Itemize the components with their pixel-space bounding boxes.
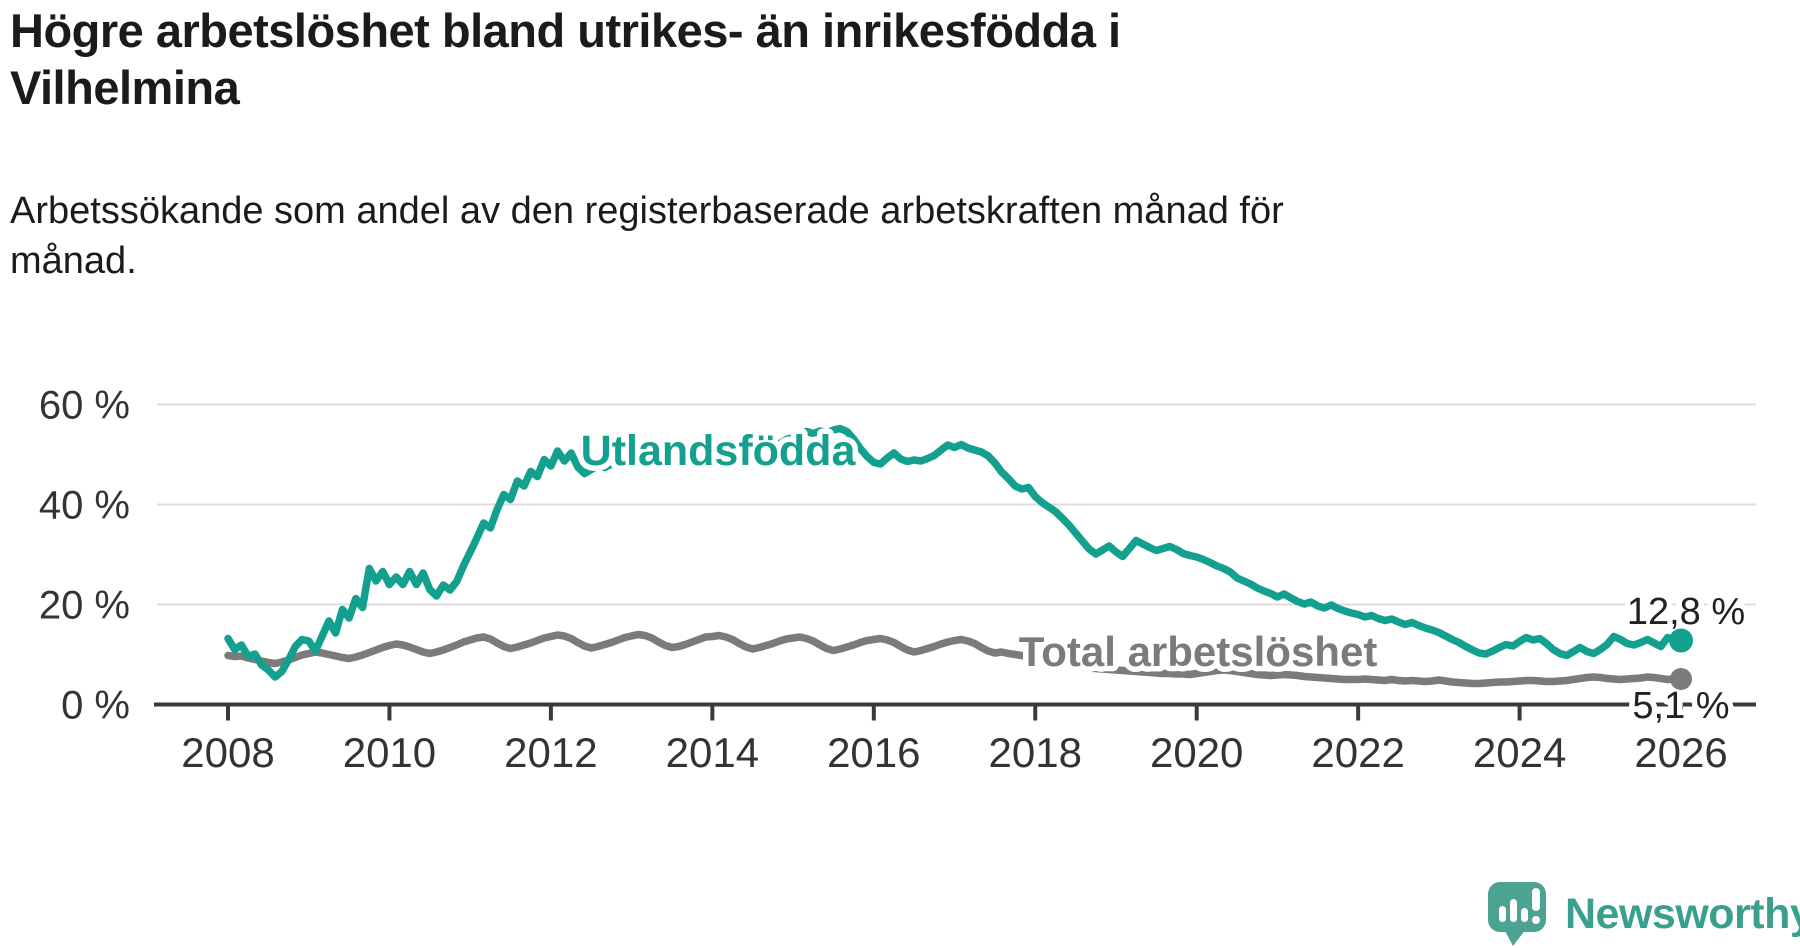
end-dot-utlandsfodda [1669, 628, 1694, 653]
x-tick-label-2008: 2008 [181, 729, 274, 776]
chart-subtitle: Arbetssökande som andel av den registerb… [10, 190, 1284, 283]
annotation-utlandsfodda-last-value: 12,8 % [1627, 591, 1745, 633]
logo-bubble-tail [1504, 929, 1526, 946]
x-tick-label-2016: 2016 [827, 729, 920, 776]
series-label-total-arbetsloshet: Total arbetslöshet [1019, 628, 1378, 675]
newsworthy-logo-icon [1488, 882, 1546, 946]
x-tick-label-2010: 2010 [343, 729, 436, 776]
annotation-total-last-value: 5,1 % [1632, 685, 1729, 727]
logo-exclamation-dot [1532, 916, 1540, 924]
x-tick-label-2026: 2026 [1634, 729, 1727, 776]
newsworthy-logo-text: Newsworthy [1565, 890, 1800, 938]
y-tick-label-0: 0 % [61, 684, 130, 728]
x-tick-label-2012: 2012 [504, 729, 597, 776]
y-tick-label-60: 60 % [39, 384, 130, 428]
end-dot-total-arbetsloshet [1670, 668, 1693, 690]
y-tick-label-40: 40 % [39, 484, 130, 528]
x-tick-label-2020: 2020 [1150, 729, 1243, 776]
logo-bar-1 [1499, 906, 1506, 922]
series-label-utlandsfodda: Utlandsfödda [581, 427, 857, 475]
logo-exclamation-bar [1532, 888, 1540, 911]
y-tick-label-20: 20 % [39, 584, 130, 628]
line-chart: 0 % 20 % 40 % 60 % 2008 2010 2012 2014 2016 2018 2… [39, 384, 1756, 776]
x-tick-label-2014: 2014 [666, 729, 759, 776]
series-line-utlandsfodda [224, 424, 1685, 681]
series-line-total-arbetsloshet [224, 630, 1685, 688]
logo-bar-2 [1510, 899, 1517, 922]
x-tick-label-2018: 2018 [989, 729, 1082, 776]
x-tick-label-2024: 2024 [1473, 729, 1566, 776]
chart-title: Högre arbetslöshet bland utrikes- än inr… [10, 4, 1121, 115]
x-tick-label-2022: 2022 [1311, 729, 1404, 776]
newsworthy-logo: Newsworthy [1488, 882, 1800, 947]
logo-bar-3 [1521, 908, 1528, 922]
